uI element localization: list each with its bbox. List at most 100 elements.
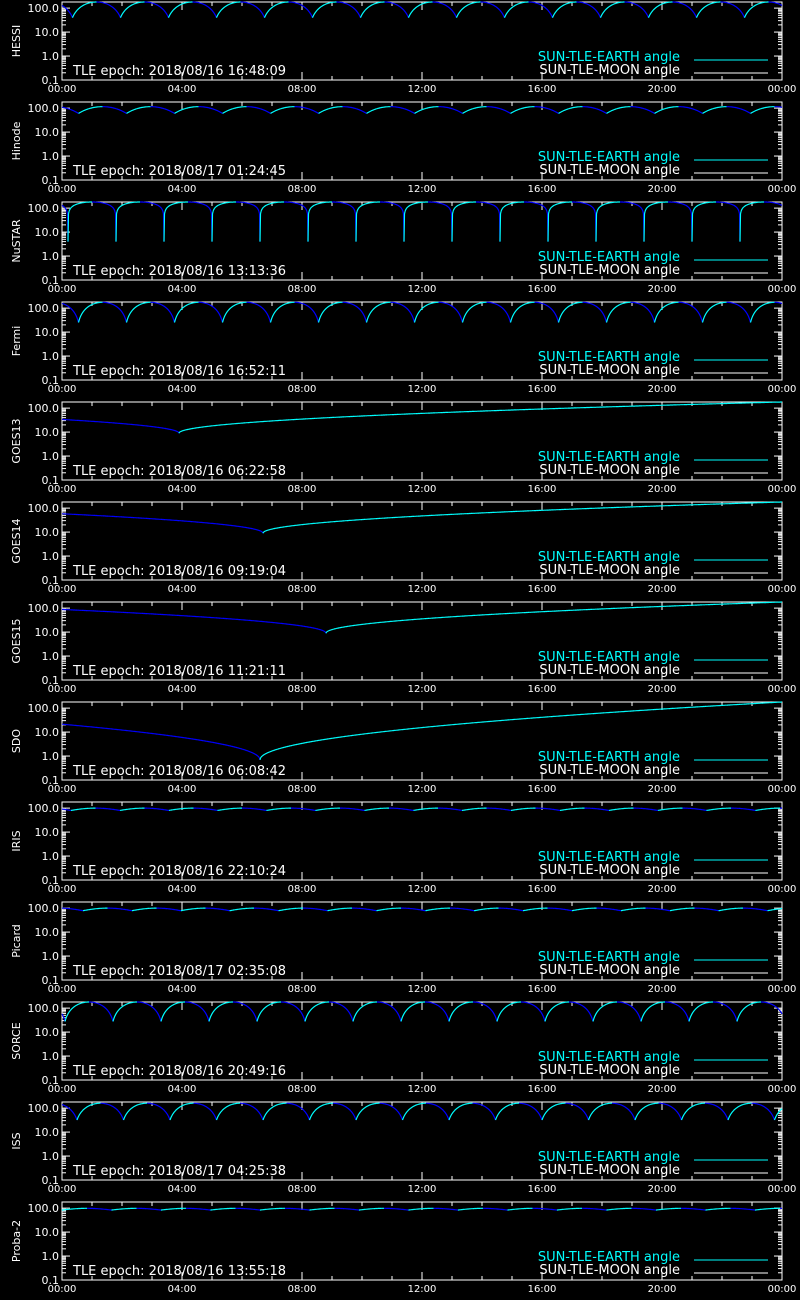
legend-earth-label: SUN-TLE-EARTH angle [538,150,680,165]
legend-earth-label: SUN-TLE-EARTH angle [538,250,680,265]
x-tick-label: 16:00 [528,184,557,195]
x-tick-label: 00:00 [768,484,797,495]
legend-moon-label: SUN-TLE-MOON angle [539,1263,680,1278]
y-tick-label: 100.0 [28,702,60,715]
panel-label: GOES15 [10,618,23,663]
x-tick-label: 00:00 [48,384,77,395]
y-tick-label: 1.0 [42,950,60,963]
legend-earth-label: SUN-TLE-EARTH angle [538,750,680,765]
earth-angle-series [178,401,782,434]
x-tick-label: 00:00 [768,1184,797,1195]
legend-earth-label: SUN-TLE-EARTH angle [538,1150,680,1165]
y-tick-label: 100.0 [28,602,60,615]
x-tick-label: 00:00 [768,1284,797,1295]
y-tick-label: 10.0 [35,326,60,339]
x-tick-label: 00:00 [768,584,797,595]
panel-label: GOES14 [10,518,23,563]
x-tick-label: 12:00 [408,784,437,795]
y-tick-label: 100.0 [28,1002,60,1015]
tle-epoch-label: TLE epoch: 2018/08/16 13:55:18 [72,1264,286,1279]
tle-epoch-label: TLE epoch: 2018/08/16 13:13:36 [72,264,286,279]
x-tick-label: 00:00 [768,1084,797,1095]
legend-earth-label: SUN-TLE-EARTH angle [538,450,680,465]
y-tick-label: 1.0 [42,150,60,163]
x-tick-label: 00:00 [768,84,797,95]
x-tick-label: 12:00 [408,384,437,395]
legend-moon-label: SUN-TLE-MOON angle [539,263,680,278]
x-tick-label: 00:00 [48,884,77,895]
legend-moon-label: SUN-TLE-MOON angle [539,563,680,578]
tle-epoch-label: TLE epoch: 2018/08/16 22:10:24 [72,864,286,879]
y-tick-label: 0.1 [42,174,60,187]
legend-earth-label: SUN-TLE-EARTH angle [538,550,680,565]
y-tick-label: 1.0 [42,350,60,363]
panel-label: Proba-2 [10,1220,23,1262]
y-tick-label: 10.0 [35,726,60,739]
x-tick-label: 12:00 [408,484,437,495]
x-tick-label: 08:00 [288,584,317,595]
x-tick-label: 00:00 [768,984,797,995]
legend-moon-label: SUN-TLE-MOON angle [539,1163,680,1178]
x-tick-label: 00:00 [48,684,77,695]
earth-angle-series [262,501,782,534]
panel-sdo: 100.010.01.00.100:00 04:00 08:00 12:00 16:00… [10,701,796,795]
legend-moon-label: SUN-TLE-MOON angle [539,363,680,378]
tle-epoch-label: TLE epoch: 2018/08/16 09:19:04 [72,564,286,579]
x-tick-label: 20:00 [648,684,677,695]
y-tick-label: 0.1 [42,374,60,387]
x-tick-label: 04:00 [168,984,197,995]
x-tick-label: 20:00 [648,884,677,895]
y-tick-label: 10.0 [35,1126,60,1139]
y-tick-label: 0.1 [42,74,60,87]
panel-picard: 100.010.01.00.100:00 04:00 08:00 12:00 16:00… [10,901,797,995]
x-tick-label: 04:00 [168,1084,197,1095]
x-tick-label: 04:00 [168,1284,197,1295]
y-tick-label: 10.0 [35,926,60,939]
panel-hinode: 100.010.01.00.100:00 04:00 08:00 12:00 16:00… [10,101,796,195]
panel-proba-2: 100.010.01.00.100:00 04:00 08:00 12:00 16:00… [10,1201,797,1295]
panel-label: NuSTAR [10,219,23,263]
earth-angle-series [82,907,782,912]
moon-angle-series [61,418,180,434]
y-tick-label: 0.1 [42,1274,60,1287]
moon-angle-series [62,723,261,760]
x-tick-label: 00:00 [768,284,797,295]
legend-earth-label: SUN-TLE-EARTH angle [538,350,680,365]
y-tick-label: 1.0 [42,1250,60,1263]
tle-epoch-label: TLE epoch: 2018/08/17 02:35:08 [72,964,286,979]
panel-label: Fermi [10,326,23,357]
x-tick-label: 16:00 [528,1284,557,1295]
panel-fermi: 100.010.01.00.100:00 04:00 08:00 12:00 16:00… [10,301,796,395]
panel-sorce: 100.010.01.00.100:00 04:00 08:00 12:00 16:00… [10,1001,797,1095]
x-tick-label: 04:00 [168,1184,197,1195]
panel-goes15: 100.010.01.00.100:00 04:00 08:00 12:00 16:00… [10,601,796,695]
moon-angle-series [61,1102,776,1121]
x-tick-label: 20:00 [648,84,677,95]
x-tick-label: 16:00 [528,784,557,795]
legend-earth-label: SUN-TLE-EARTH angle [538,850,680,865]
moon-angle-series [62,513,264,534]
panel-label: HESSI [10,25,23,57]
x-tick-label: 12:00 [408,1284,437,1295]
legend-moon-label: SUN-TLE-MOON angle [539,63,680,78]
earth-angle-series [77,301,775,323]
x-tick-label: 20:00 [648,1184,677,1195]
y-tick-label: 1.0 [42,250,60,263]
x-tick-label: 00:00 [48,1284,77,1295]
y-tick-label: 1.0 [42,750,60,763]
y-tick-label: 100.0 [28,802,60,815]
y-tick-label: 1.0 [42,550,60,563]
panel-label: IRIS [10,830,23,851]
y-tick-label: 10.0 [35,1026,60,1039]
panel-iris: 100.010.01.00.100:00 04:00 08:00 12:00 16:00… [10,801,796,895]
x-tick-label: 20:00 [648,384,677,395]
x-tick-label: 04:00 [168,584,197,595]
tle-epoch-label: TLE epoch: 2018/08/16 16:52:11 [72,364,286,379]
legend-earth-label: SUN-TLE-EARTH angle [538,1050,680,1065]
x-tick-label: 04:00 [168,184,197,195]
y-tick-label: 10.0 [35,526,60,539]
legend-earth-label: SUN-TLE-EARTH angle [538,50,680,65]
tle-epoch-label: TLE epoch: 2018/08/16 20:49:16 [72,1064,286,1079]
legend-moon-label: SUN-TLE-MOON angle [539,1063,680,1078]
panel-label: GOES13 [10,418,23,463]
